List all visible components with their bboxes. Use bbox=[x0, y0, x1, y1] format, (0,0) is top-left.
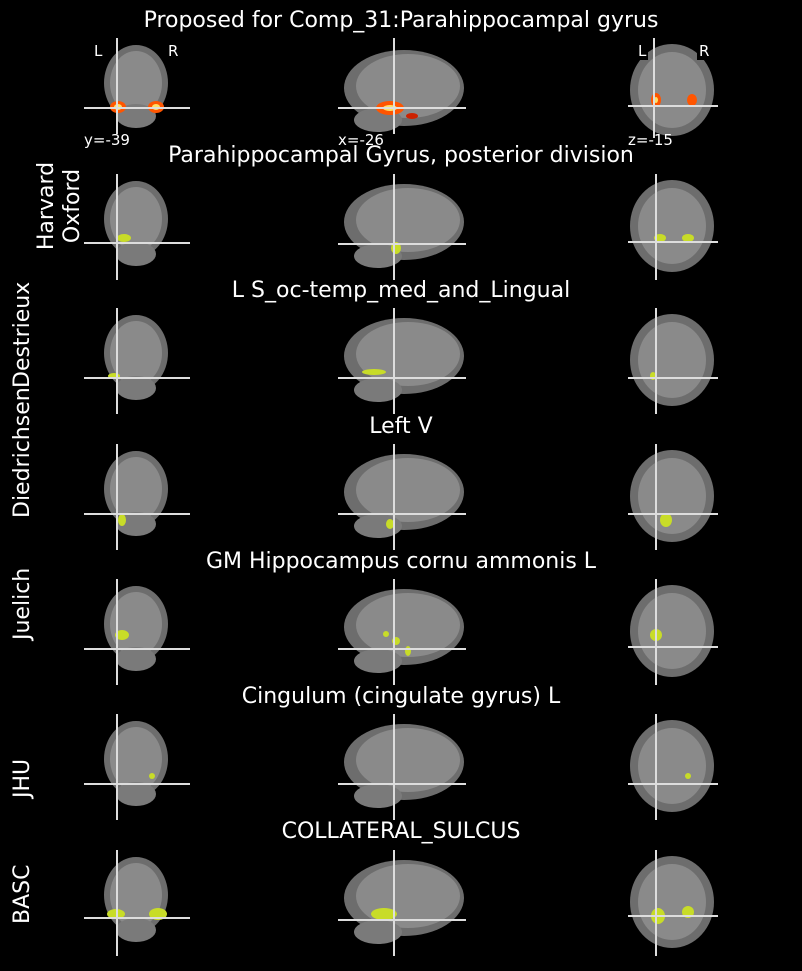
atlas-label-harvard-oxford: Harvard Oxford bbox=[34, 161, 85, 251]
coronal-slice-harvard-oxford bbox=[84, 174, 190, 280]
axial-slice-harvard-oxford bbox=[628, 174, 718, 280]
region-title-juelich: GM Hippocampus cornu ammonis L bbox=[205, 549, 597, 574]
atlas-label-jhu: JHU bbox=[10, 758, 35, 798]
axial-slice-juelich bbox=[628, 579, 718, 685]
sagittal-slice-harvard-oxford bbox=[338, 174, 466, 280]
region-title-harvard-oxford: Parahippocampal Gyrus, posterior divisio… bbox=[168, 143, 634, 168]
sagittal-slice-juelich bbox=[338, 579, 466, 685]
coronal-slice-stat bbox=[84, 38, 190, 134]
axial-slice-jhu bbox=[628, 714, 718, 820]
orientation-left-label-coronal: L bbox=[92, 42, 105, 60]
figure-title: Proposed for Comp_31:Parahippocampal gyr… bbox=[143, 8, 659, 33]
axial-slice-destrieux bbox=[628, 308, 718, 414]
orientation-right-label-coronal: R bbox=[166, 42, 181, 60]
axial-slice-diedrichsen bbox=[628, 444, 718, 550]
axial-coordinate: z=-15 bbox=[628, 131, 673, 149]
coronal-slice-juelich bbox=[84, 579, 190, 685]
sagittal-coordinate: x=-26 bbox=[338, 131, 384, 149]
coronal-slice-basc bbox=[84, 850, 190, 956]
sagittal-slice-destrieux bbox=[338, 308, 466, 414]
region-title-basc: COLLATERAL_SULCUS bbox=[281, 819, 521, 844]
sagittal-slice-diedrichsen bbox=[338, 444, 466, 550]
region-title-destrieux: L S_oc-temp_med_and_Lingual bbox=[231, 278, 571, 303]
atlas-label-diedrichsen: Diedrichsen bbox=[10, 387, 35, 518]
region-title-jhu: Cingulum (cingulate gyrus) L bbox=[241, 684, 561, 709]
orientation-right-label-axial: R bbox=[697, 42, 712, 60]
axial-slice-stat bbox=[628, 38, 718, 138]
atlas-label-juelich: Juelich bbox=[10, 567, 35, 640]
sagittal-slice-basc bbox=[338, 850, 466, 956]
region-title-diedrichsen: Left V bbox=[369, 414, 433, 439]
atlas-label-basc: BASC bbox=[10, 864, 35, 924]
coronal-slice-diedrichsen bbox=[84, 444, 190, 550]
sagittal-slice-jhu bbox=[338, 714, 466, 820]
atlas-label-destrieux: Destrieux bbox=[10, 281, 35, 388]
coronal-slice-jhu bbox=[84, 714, 190, 820]
sagittal-slice-stat bbox=[338, 38, 466, 134]
coronal-coordinate: y=-39 bbox=[84, 131, 130, 149]
coronal-slice-destrieux bbox=[84, 308, 190, 414]
orientation-left-label-axial: L bbox=[636, 42, 649, 60]
axial-slice-basc bbox=[628, 850, 718, 956]
